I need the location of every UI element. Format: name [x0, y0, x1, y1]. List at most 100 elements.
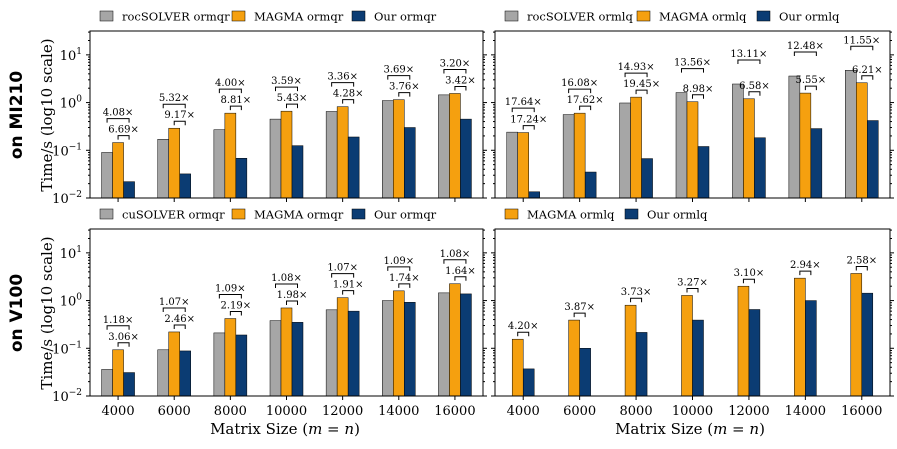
- speedup-upper-bracket: [162, 103, 186, 109]
- speedup-upper-bracket: [387, 266, 411, 271]
- speedup-lower-label: 6.69×: [108, 125, 139, 136]
- y-tick-label: 101: [60, 47, 82, 64]
- speedup-lower-bracket: [635, 89, 648, 95]
- legend-swatch: [351, 208, 366, 220]
- bar-rocsolver: [157, 349, 169, 397]
- speedup-lower-label: 6.21×: [852, 65, 883, 76]
- legend-swatch: [624, 208, 639, 220]
- speedup-upper-bracket: [162, 307, 186, 312]
- speedup-lower-bracket: [861, 75, 874, 80]
- bar-ours: [179, 350, 191, 397]
- bar-ours: [692, 319, 704, 397]
- speedup-lower-bracket: [173, 120, 186, 126]
- bar-magma: [393, 99, 405, 199]
- x-tick-label: 12000: [322, 404, 363, 419]
- y-tick-label: 100: [60, 293, 83, 310]
- speedup-upper-label: 3.36×: [327, 72, 358, 83]
- x-axis-label-right-suffix: ): [759, 420, 765, 438]
- speedup-upper-bracket: [624, 72, 648, 78]
- row-label-mi210: on MI210: [7, 71, 27, 160]
- speedup-label: 2.94×: [790, 260, 821, 271]
- speedup-upper-label: 1.18×: [103, 315, 134, 326]
- legend-label: rocSOLVER ormqr: [122, 10, 230, 24]
- speedup-bracket: [517, 331, 530, 337]
- bar-magma: [743, 98, 755, 199]
- legend-swatch: [99, 10, 114, 22]
- speedup-lower-label: 4.28×: [333, 89, 364, 100]
- bar-rocsolver: [562, 114, 575, 199]
- speedup-upper-label: 3.59×: [271, 76, 302, 87]
- x-tick-label: 8000: [620, 404, 653, 419]
- speedup-lower-label: 1.98×: [277, 290, 308, 301]
- bar-rocsolver: [506, 131, 518, 199]
- speedup-upper-bracket: [218, 294, 242, 299]
- bar-rocsolver: [213, 332, 226, 397]
- bar-ours: [347, 310, 360, 397]
- speedup-upper-bracket: [511, 107, 535, 113]
- bar-ours: [404, 302, 416, 397]
- x-axis-label-left: Matrix Size (m = n): [210, 420, 360, 438]
- x-tick-label: 14000: [378, 404, 419, 419]
- bar-rocsolver: [325, 111, 338, 199]
- x-axis-label-right: Matrix Size (m = n): [615, 420, 765, 438]
- bar-magma: [112, 142, 124, 199]
- bar-magma: [224, 112, 237, 199]
- legend-swatch: [351, 10, 366, 22]
- speedup-upper-bracket: [331, 273, 355, 278]
- speedup-lower-label: 3.42×: [445, 75, 476, 86]
- bar-rocsolver: [325, 309, 338, 397]
- bar-ours: [235, 158, 248, 199]
- speedup-upper-bracket: [387, 75, 411, 80]
- bar-rocsolver: [269, 320, 282, 397]
- speedup-lower-bracket: [342, 99, 355, 104]
- speedup-lower-label: 17.24×: [510, 115, 547, 126]
- speedup-upper-bracket: [275, 86, 298, 92]
- speedup-upper-bracket: [681, 68, 704, 73]
- bar-magma: [168, 331, 180, 397]
- speedup-upper-bracket: [275, 283, 298, 288]
- speedup-upper-label: 1.08×: [271, 273, 302, 284]
- speedup-upper-label: 11.55×: [843, 35, 880, 46]
- bar-ours: [754, 137, 766, 199]
- speedup-label: 3.73×: [621, 287, 652, 298]
- speedup-upper-bracket: [850, 45, 874, 51]
- speedup-lower-bracket: [173, 324, 186, 329]
- speedup-upper-label: 1.07×: [159, 297, 190, 308]
- bar-ours: [528, 191, 540, 199]
- bar-rocsolver: [382, 300, 394, 397]
- bar-magma: [393, 290, 405, 397]
- legend-label: Our ormqr: [374, 10, 437, 24]
- chart-panel-1: 4.08× 6.69× 5.32× 9.17× 4.00× 8.81× 3.59× 5.43×…: [52, 10, 487, 207]
- chart-panel-3: 1.18× 3.06× 1.07× 2.46× 1.09× 2.19× 1.08× 1.98×…: [52, 208, 487, 419]
- bar-rocsolver: [101, 369, 113, 397]
- bar-rocsolver: [675, 92, 688, 199]
- bar-magma: [624, 304, 637, 397]
- speedup-lower-bracket: [692, 94, 704, 99]
- speedup-label: 2.58×: [846, 255, 877, 266]
- speedup-upper-label: 17.64×: [505, 97, 542, 108]
- x-tick-label: 4000: [102, 404, 135, 419]
- speedup-lower-bracket: [117, 135, 130, 140]
- bar-rocsolver: [438, 94, 450, 199]
- x-axis-label-right-prefix: Matrix Size (: [615, 420, 713, 438]
- speedup-upper-label: 1.08×: [440, 249, 471, 260]
- x-axis-label-right-math: m = n: [713, 420, 759, 438]
- speedup-upper-label: 1.07×: [327, 263, 358, 274]
- bar-ours: [404, 127, 416, 199]
- y-tick-label: 10−1: [52, 340, 82, 357]
- bar-magma: [449, 283, 461, 397]
- bar-magma: [686, 101, 699, 199]
- bar-ours: [697, 146, 710, 199]
- bar-rocsolver: [213, 129, 226, 199]
- bar-magma: [856, 82, 868, 199]
- speedup-lower-label: 2.19×: [221, 301, 252, 312]
- bar-magma: [112, 349, 124, 397]
- bar-ours: [460, 118, 472, 199]
- y-tick-label: 101: [60, 245, 82, 262]
- speedup-lower-label: 5.43×: [277, 93, 308, 104]
- bar-ours: [522, 368, 535, 397]
- legend-swatch: [504, 10, 519, 22]
- speedup-lower-bracket: [342, 290, 355, 295]
- legend-label: MAGMA ormqr: [254, 208, 344, 222]
- speedup-upper-label: 13.11×: [730, 49, 767, 60]
